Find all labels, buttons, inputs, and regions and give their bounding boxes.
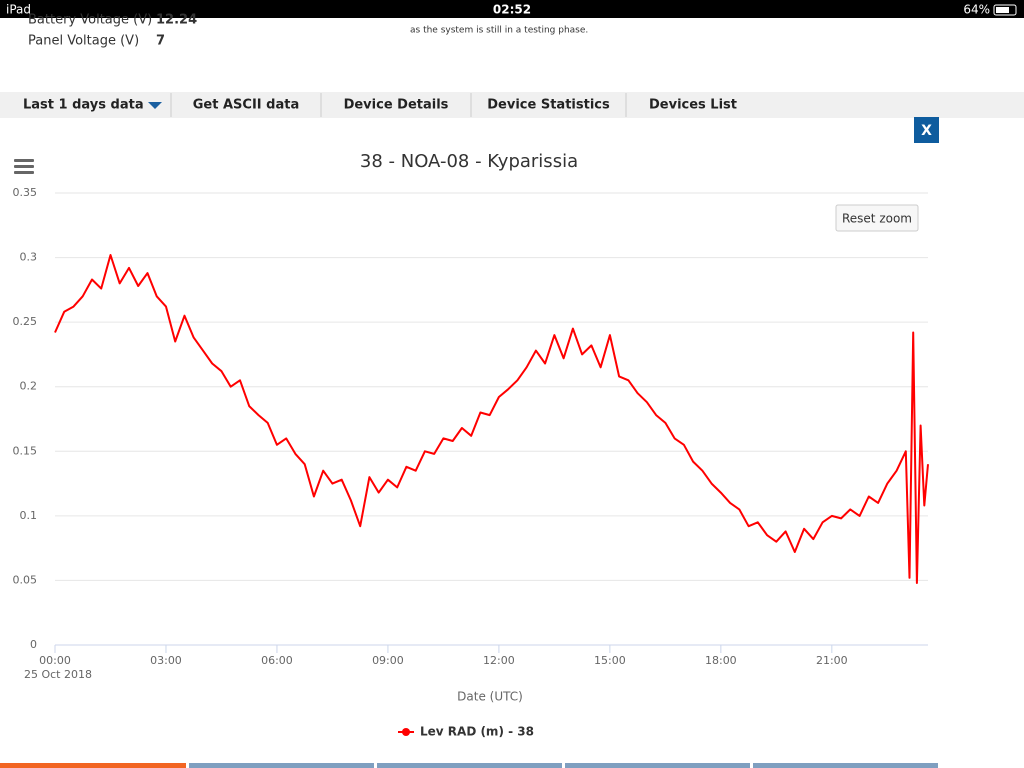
legend-label[interactable]: Lev RAD (m) - 38: [420, 725, 534, 739]
y-tick-label: 0.15: [13, 444, 38, 457]
info-value: 12.24: [156, 13, 197, 28]
bottom-tab[interactable]: [0, 763, 186, 768]
y-tick-label: 0.35: [13, 186, 38, 199]
battery-level: [996, 7, 1009, 13]
series-line: [54, 254, 929, 584]
tab-label[interactable]: Devices List: [649, 98, 737, 113]
bottom-tab[interactable]: [189, 763, 374, 768]
chart-title: 38 - NOA-08 - Kyparissia: [360, 151, 578, 172]
menu-icon[interactable]: [14, 159, 34, 174]
menu-bar[interactable]: [14, 171, 34, 174]
x-tick-label: 03:00: [150, 654, 182, 667]
y-tick-label: 0.25: [13, 315, 38, 328]
x-tick-label: 21:00: [816, 654, 848, 667]
info-label: Battery Voltage (V): [28, 13, 152, 28]
y-tick-label: 0: [30, 638, 37, 651]
legend-symbol[interactable]: [402, 728, 410, 736]
tab-label[interactable]: Device Details: [344, 98, 449, 113]
bottom-tab[interactable]: [565, 763, 750, 768]
close-label[interactable]: X: [921, 123, 932, 139]
plot: 0 0.05 0.1 0.15 0.2 0.25 0.3 0.35 00:00 03:00 06:0…: [13, 186, 929, 667]
y-tick-label: 0.2: [20, 380, 38, 393]
x-tick-label: 12:00: [483, 654, 515, 667]
dropdown-arrow: [148, 102, 162, 109]
tab-label[interactable]: Get ASCII data: [193, 98, 299, 113]
carrier: iPad: [6, 3, 31, 17]
notice: as the system is still in a testing phas…: [410, 26, 588, 36]
info-label: Panel Voltage (V): [28, 34, 139, 49]
tab-label[interactable]: Device Statistics: [487, 98, 610, 113]
info-value: 7: [156, 34, 165, 49]
status-bar: [0, 0, 1024, 18]
close-button[interactable]: [914, 117, 939, 143]
y-tick-label: 0.3: [20, 251, 38, 264]
reset-zoom-button[interactable]: [835, 204, 919, 232]
reset-zoom-label[interactable]: Reset zoom: [842, 212, 912, 226]
menu-bar[interactable]: [14, 165, 34, 168]
x-axis-label: Date (UTC): [457, 690, 523, 704]
clock: 02:52: [493, 3, 531, 17]
bottom-tab[interactable]: [753, 763, 938, 768]
x-tick-label: 06:00: [261, 654, 293, 667]
x-tick-label: 18:00: [705, 654, 737, 667]
battery-icon: [993, 4, 1017, 16]
x-tick-label: 15:00: [594, 654, 626, 667]
x-tick-label: 09:00: [372, 654, 404, 667]
x-tick-label: 00:00: [39, 654, 71, 667]
battery-percent: 64%: [963, 3, 990, 17]
y-tick-label: 0.1: [20, 509, 38, 522]
menu-bar[interactable]: [14, 159, 34, 162]
y-tick-label: 0.05: [13, 573, 38, 586]
tab-label[interactable]: Last 1 days data: [23, 98, 144, 113]
tabs: Last 1 days data Get ASCII data Device Det…: [23, 93, 737, 117]
bottom-tab[interactable]: [377, 763, 562, 768]
date-label: 25 Oct 2018: [24, 668, 92, 681]
